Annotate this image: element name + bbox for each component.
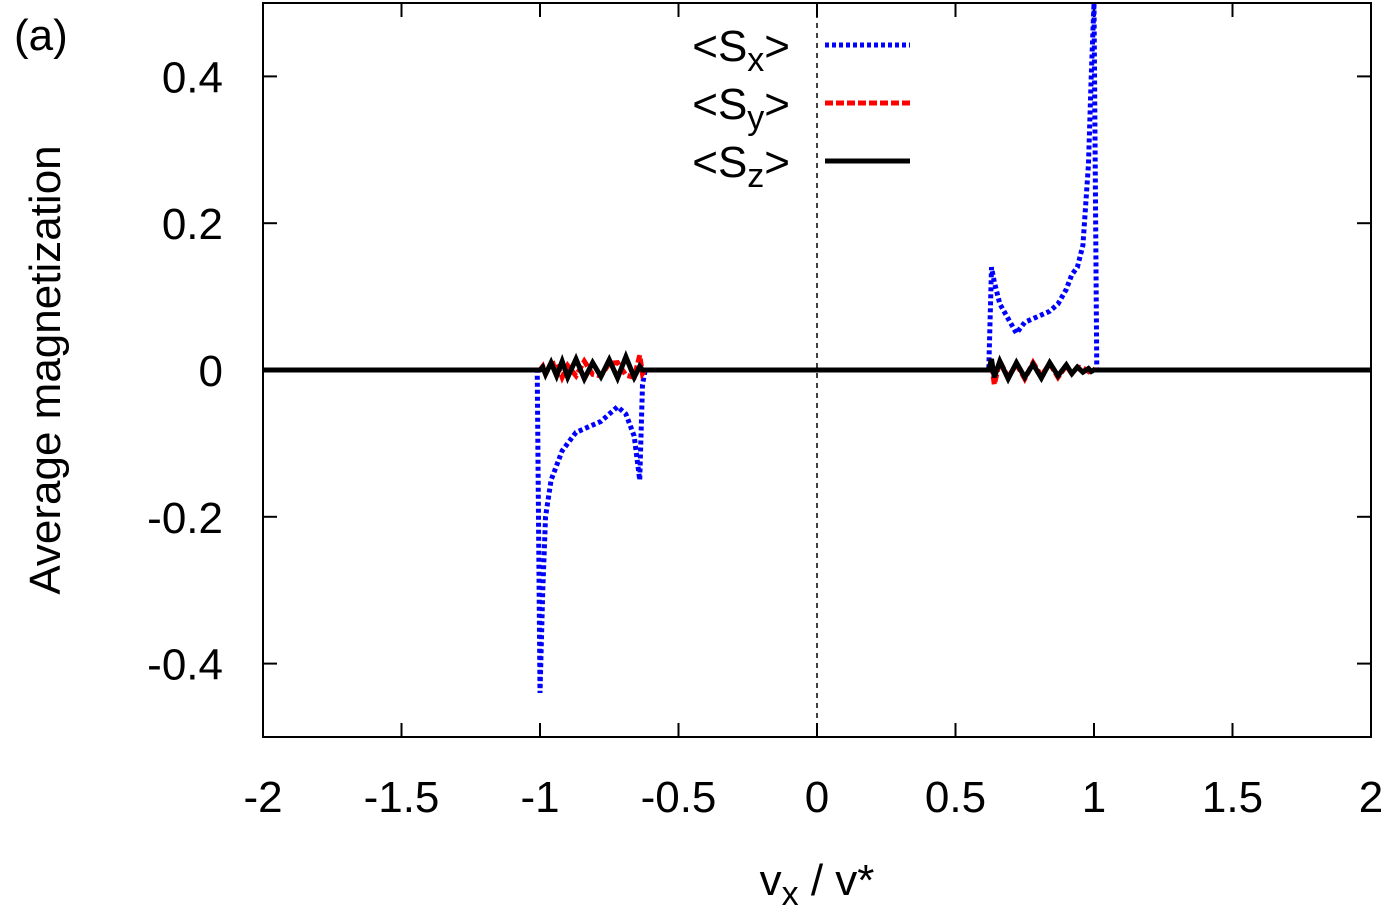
legend-label: <Sy> xyxy=(692,80,790,137)
x-tick-label: 0 xyxy=(805,773,829,822)
series-line xyxy=(263,350,1371,385)
y-axis-label: Average magnetization xyxy=(21,145,70,594)
y-tick-label: 0.4 xyxy=(162,53,223,102)
y-tick-label: -0.2 xyxy=(147,494,223,543)
y-tick-label: -0.4 xyxy=(147,641,223,690)
x-tick-label: -1.5 xyxy=(364,773,440,822)
x-tick-label: -2 xyxy=(243,773,282,822)
plot-lines xyxy=(263,3,1371,694)
annotation: (a) xyxy=(14,11,68,60)
y-tick-label: 0.2 xyxy=(162,200,223,249)
x-tick-label: -1 xyxy=(520,773,559,822)
x-tick-label: 2 xyxy=(1359,773,1383,822)
plot-frame xyxy=(262,2,1372,738)
x-tick-label: 1 xyxy=(1082,773,1106,822)
x-tick-label: 1.5 xyxy=(1202,773,1263,822)
x-axis-label: vx / v* xyxy=(760,856,875,913)
y-tick-label: 0 xyxy=(199,347,223,396)
x-tick-label: -0.5 xyxy=(641,773,717,822)
legend-label: <Sx> xyxy=(692,22,790,79)
x-tick-label: 0.5 xyxy=(925,773,986,822)
legend-label: <Sz> xyxy=(692,138,790,195)
